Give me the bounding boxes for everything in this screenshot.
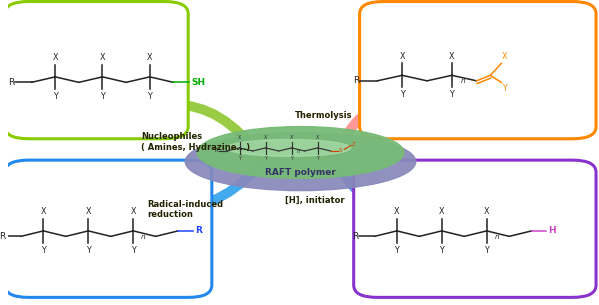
Text: Y: Y: [86, 246, 90, 255]
Text: X: X: [264, 135, 267, 140]
Text: Y: Y: [100, 92, 105, 101]
Text: Y: Y: [449, 90, 454, 99]
Text: R: R: [8, 78, 14, 87]
Text: n: n: [495, 234, 499, 240]
Text: X: X: [238, 135, 241, 140]
Text: X: X: [439, 207, 444, 216]
Text: Y: Y: [147, 92, 152, 101]
Ellipse shape: [226, 139, 351, 156]
Ellipse shape: [185, 133, 416, 191]
Text: n: n: [141, 234, 146, 240]
Text: Radical-induced
reduction: Radical-induced reduction: [147, 200, 223, 219]
FancyBboxPatch shape: [353, 160, 596, 297]
Text: R: R: [214, 149, 218, 153]
Text: R: R: [353, 76, 359, 85]
Text: Y: Y: [53, 92, 58, 101]
Text: X: X: [53, 53, 58, 62]
Text: Y: Y: [41, 246, 46, 255]
Ellipse shape: [197, 127, 404, 178]
Text: X: X: [502, 52, 508, 61]
Text: n: n: [297, 149, 300, 154]
Text: [H], initiator: [H], initiator: [285, 196, 344, 205]
Text: X: X: [131, 207, 136, 216]
Text: R: R: [352, 232, 358, 241]
Text: X: X: [484, 207, 489, 216]
Text: Thermolysis: Thermolysis: [295, 111, 352, 120]
Text: X: X: [394, 207, 400, 216]
Text: X: X: [86, 207, 91, 216]
Text: n: n: [461, 78, 465, 84]
Text: RAFT polymer: RAFT polymer: [265, 168, 336, 177]
Text: Y: Y: [485, 246, 489, 255]
Text: Y: Y: [395, 246, 399, 255]
Text: R: R: [195, 226, 202, 235]
FancyBboxPatch shape: [359, 2, 596, 139]
Text: SH: SH: [191, 78, 205, 87]
Text: X: X: [147, 53, 153, 62]
Text: X: X: [449, 52, 455, 60]
Text: Y: Y: [131, 246, 135, 255]
Text: Z: Z: [352, 142, 356, 147]
FancyBboxPatch shape: [5, 2, 188, 139]
Text: Y: Y: [400, 90, 404, 99]
Text: X: X: [290, 135, 294, 140]
Text: X: X: [41, 207, 46, 216]
Text: Y: Y: [440, 246, 444, 255]
Text: R: R: [0, 232, 5, 241]
Text: X: X: [99, 53, 105, 62]
Text: Nucleophiles
( Amines, Hydrazine...): Nucleophiles ( Amines, Hydrazine...): [141, 132, 250, 152]
Text: X: X: [316, 135, 319, 140]
Text: Y: Y: [502, 84, 507, 93]
Text: X: X: [400, 52, 405, 60]
Text: Y: Y: [316, 156, 319, 161]
Text: Y: Y: [290, 156, 293, 161]
Text: Y: Y: [238, 156, 241, 161]
Text: H: H: [549, 226, 556, 235]
Text: Y: Y: [264, 156, 267, 161]
FancyBboxPatch shape: [5, 160, 212, 297]
Text: S: S: [339, 149, 343, 153]
